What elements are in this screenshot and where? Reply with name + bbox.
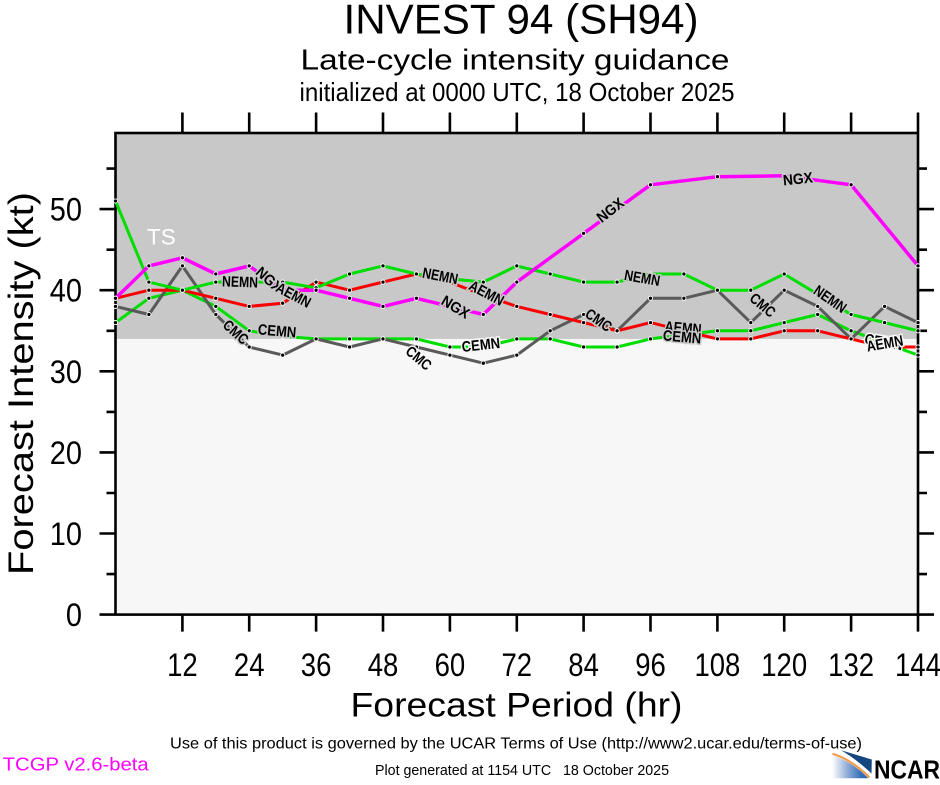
svg-text:132: 132 xyxy=(828,647,874,683)
svg-text:72: 72 xyxy=(502,647,533,683)
svg-text:144: 144 xyxy=(895,647,940,683)
svg-text:24: 24 xyxy=(234,647,265,683)
svg-text:Forecast Intensity (kt): Forecast Intensity (kt) xyxy=(2,192,41,575)
svg-text:TCGP v2.6-beta: TCGP v2.6-beta xyxy=(3,755,150,775)
svg-text:CEMN: CEMN xyxy=(257,321,297,341)
svg-text:initialized at 0000 UTC, 18 Oc: initialized at 0000 UTC, 18 October 2025 xyxy=(300,77,735,107)
svg-text:Use of this product is governe: Use of this product is governed by the U… xyxy=(170,736,862,753)
svg-text:Late-cycle intensity guidance: Late-cycle intensity guidance xyxy=(301,45,730,77)
svg-text:INVEST 94 (SH94): INVEST 94 (SH94) xyxy=(344,0,699,43)
svg-text:30: 30 xyxy=(50,354,82,390)
svg-text:108: 108 xyxy=(694,647,740,683)
svg-text:10: 10 xyxy=(50,516,82,552)
svg-text:NEMN: NEMN xyxy=(222,273,259,291)
svg-text:20: 20 xyxy=(50,435,82,471)
svg-text:CEMN: CEMN xyxy=(662,327,702,347)
svg-text:NGX: NGX xyxy=(782,169,814,189)
svg-text:84: 84 xyxy=(568,647,599,683)
svg-text:Forecast Period (hr): Forecast Period (hr) xyxy=(351,687,683,725)
svg-text:0: 0 xyxy=(66,597,82,633)
svg-text:AEMN: AEMN xyxy=(664,318,702,338)
svg-text:96: 96 xyxy=(635,647,666,683)
svg-text:60: 60 xyxy=(435,647,466,683)
svg-text:CEMN: CEMN xyxy=(461,335,501,356)
svg-text:NCAR: NCAR xyxy=(874,755,940,780)
svg-text:48: 48 xyxy=(368,647,399,683)
svg-text:50: 50 xyxy=(50,192,82,228)
svg-text:12: 12 xyxy=(167,647,198,683)
svg-text:36: 36 xyxy=(301,647,332,683)
svg-text:40: 40 xyxy=(50,273,82,309)
svg-text:TS: TS xyxy=(147,225,176,250)
svg-text:Plot generated at 1154 UTC 1: Plot generated at 1154 UTC 18 October 20… xyxy=(375,762,669,779)
svg-text:120: 120 xyxy=(761,647,807,683)
